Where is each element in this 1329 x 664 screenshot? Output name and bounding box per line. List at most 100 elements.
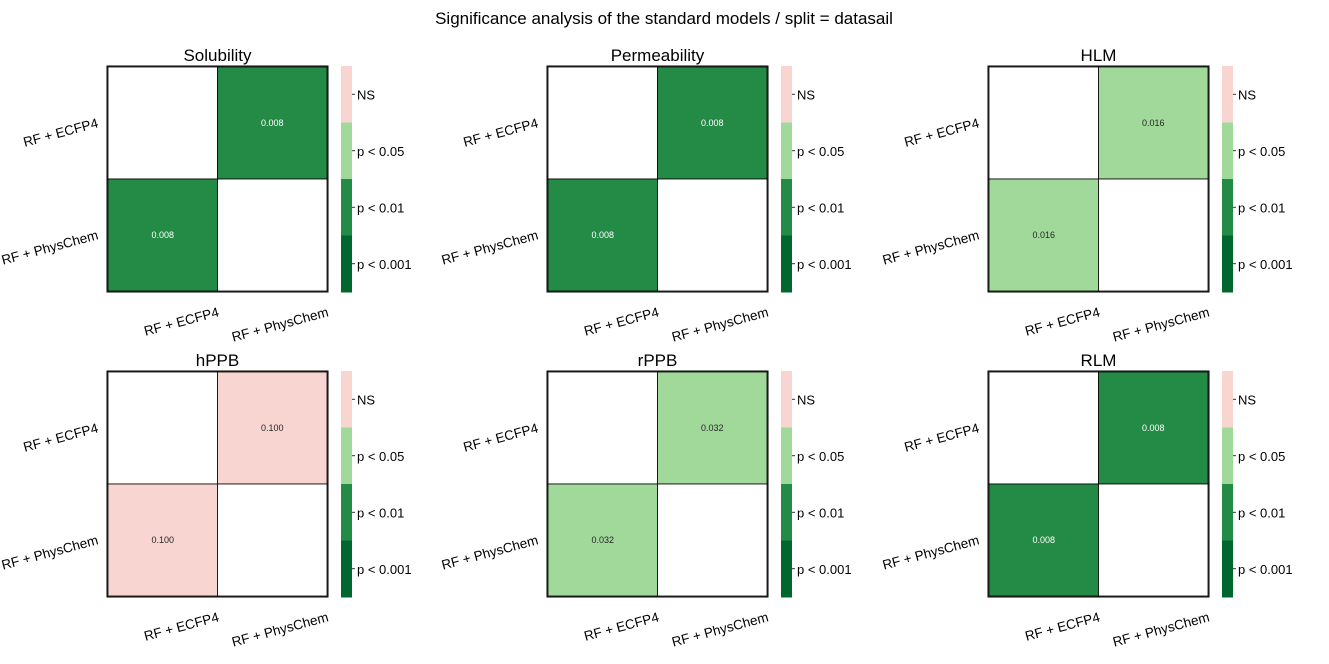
colorbar-segment bbox=[781, 540, 792, 598]
x-tick-label: RF + PhysChem bbox=[230, 609, 330, 649]
x-tick-label: RF + ECFP4 bbox=[582, 609, 661, 644]
colorbar-label: p < 0.05 bbox=[357, 449, 404, 464]
colorbar-label: NS bbox=[1238, 392, 1256, 407]
x-tick-label: RF + ECFP4 bbox=[582, 304, 661, 339]
colorbar-segment bbox=[781, 66, 792, 123]
x-tick-label: RF + ECFP4 bbox=[142, 609, 221, 644]
heatmap-cell bbox=[657, 66, 768, 180]
colorbar-label: p < 0.01 bbox=[357, 505, 404, 520]
heatmap-cell bbox=[988, 178, 1099, 292]
y-tick-label: RF + ECFP4 bbox=[903, 115, 982, 150]
colorbar-label: p < 0.001 bbox=[357, 562, 412, 577]
heatmap-cell bbox=[657, 178, 768, 292]
heatmap-cell bbox=[1098, 483, 1209, 597]
heatmap-cell bbox=[107, 178, 218, 292]
heatmap-border bbox=[546, 65, 769, 293]
cell-value-label: 0.100 bbox=[261, 423, 284, 433]
heatmap-cell bbox=[217, 483, 328, 597]
heatmap-border bbox=[106, 370, 329, 598]
heatmap-cell bbox=[217, 178, 328, 292]
x-tick-label: RF + PhysChem bbox=[1111, 609, 1211, 649]
colorbar-segment bbox=[341, 66, 352, 123]
colorbar-label: p < 0.001 bbox=[797, 257, 852, 272]
colorbar-segment bbox=[1222, 235, 1233, 293]
panel-solubility: Solubility 0.008 0.008 RF + ECFP4 RF + PhysC… bbox=[0, 46, 412, 345]
heatmap-border bbox=[106, 65, 329, 293]
y-tick-label: RF + PhysChem bbox=[881, 227, 981, 267]
y-tick-label: RF + PhysChem bbox=[440, 532, 540, 572]
panel-title: Permeability bbox=[611, 46, 705, 65]
colorbar-label: p < 0.01 bbox=[1238, 505, 1285, 520]
colorbar-segment bbox=[341, 122, 352, 180]
panel-title: HLM bbox=[1081, 46, 1117, 65]
colorbar-label: NS bbox=[357, 392, 375, 407]
colorbar-segment bbox=[1222, 540, 1233, 598]
colorbar-segment bbox=[781, 122, 792, 180]
cell-value-label: 0.008 bbox=[591, 230, 614, 240]
panel-rppb: rPPB 0.032 0.032 RF + ECFP4 RF + PhysChem RF … bbox=[440, 351, 852, 650]
heatmap-cell bbox=[107, 66, 218, 180]
heatmap-cell bbox=[1098, 66, 1209, 180]
heatmap-cell bbox=[217, 371, 328, 485]
colorbar-segment bbox=[341, 179, 352, 236]
y-tick-label: RF + PhysChem bbox=[881, 532, 981, 572]
panel-title: RLM bbox=[1081, 351, 1117, 370]
colorbar-segment bbox=[1222, 179, 1233, 236]
colorbar-segment bbox=[341, 540, 352, 598]
panel-hlm: HLM 0.016 0.016 RF + ECFP4 RF + PhysChem RF +… bbox=[881, 46, 1293, 345]
x-tick-label: RF + ECFP4 bbox=[1023, 609, 1102, 644]
colorbar-label: p < 0.05 bbox=[797, 144, 844, 159]
colorbar-segment bbox=[1222, 66, 1233, 123]
colorbar-segment bbox=[781, 179, 792, 236]
colorbar-label: p < 0.05 bbox=[357, 144, 404, 159]
colorbar-segment bbox=[341, 484, 352, 541]
colorbar-label: p < 0.001 bbox=[1238, 257, 1293, 272]
cell-value-label: 0.008 bbox=[701, 118, 724, 128]
heatmap-border bbox=[987, 65, 1210, 293]
x-tick-label: RF + PhysChem bbox=[670, 609, 770, 649]
cell-value-label: 0.032 bbox=[701, 423, 724, 433]
cell-value-label: 0.008 bbox=[261, 118, 284, 128]
heatmap-cell bbox=[1098, 178, 1209, 292]
colorbar-label: NS bbox=[797, 87, 815, 102]
x-tick-label: RF + ECFP4 bbox=[142, 304, 221, 339]
heatmap-border bbox=[987, 370, 1210, 598]
colorbar-label: p < 0.001 bbox=[797, 562, 852, 577]
colorbar-label: p < 0.01 bbox=[797, 200, 844, 215]
panel-hppb: hPPB 0.100 0.100 RF + ECFP4 RF + PhysChem RF … bbox=[0, 351, 412, 650]
y-tick-label: RF + ECFP4 bbox=[22, 115, 101, 150]
panel-title: Solubility bbox=[183, 46, 252, 65]
colorbar-segment bbox=[781, 427, 792, 485]
heatmap-border bbox=[546, 370, 769, 598]
colorbar-label: p < 0.05 bbox=[1238, 449, 1285, 464]
y-tick-label: RF + PhysChem bbox=[440, 227, 540, 267]
x-tick-label: RF + PhysChem bbox=[670, 304, 770, 344]
colorbar-segment bbox=[1222, 371, 1233, 428]
heatmap-cell bbox=[547, 66, 658, 180]
colorbar-label: p < 0.01 bbox=[357, 200, 404, 215]
colorbar-segment bbox=[1222, 122, 1233, 180]
y-tick-label: RF + ECFP4 bbox=[22, 420, 101, 455]
panel-permeability: Permeability 0.008 0.008 RF + ECFP4 RF + Phy… bbox=[440, 46, 852, 345]
colorbar-label: p < 0.05 bbox=[1238, 144, 1285, 159]
x-tick-label: RF + ECFP4 bbox=[1023, 304, 1102, 339]
colorbar-label: p < 0.01 bbox=[797, 505, 844, 520]
cell-value-label: 0.016 bbox=[1142, 118, 1165, 128]
y-tick-label: RF + PhysChem bbox=[0, 227, 100, 267]
colorbar-segment bbox=[341, 371, 352, 428]
cell-value-label: 0.008 bbox=[1032, 535, 1055, 545]
colorbar-label: p < 0.01 bbox=[1238, 200, 1285, 215]
colorbar-segment bbox=[781, 371, 792, 428]
cell-value-label: 0.008 bbox=[151, 230, 174, 240]
colorbar-label: NS bbox=[357, 87, 375, 102]
colorbar-label: NS bbox=[1238, 87, 1256, 102]
panel-title: hPPB bbox=[196, 351, 239, 370]
heatmap-cell bbox=[988, 66, 1099, 180]
x-tick-label: RF + PhysChem bbox=[1111, 304, 1211, 344]
heatmap-cell bbox=[547, 371, 658, 485]
figure-suptitle: Significance analysis of the standard mo… bbox=[435, 9, 893, 28]
y-tick-label: RF + PhysChem bbox=[0, 532, 100, 572]
heatmap-cell bbox=[217, 66, 328, 180]
colorbar-segment bbox=[781, 235, 792, 293]
